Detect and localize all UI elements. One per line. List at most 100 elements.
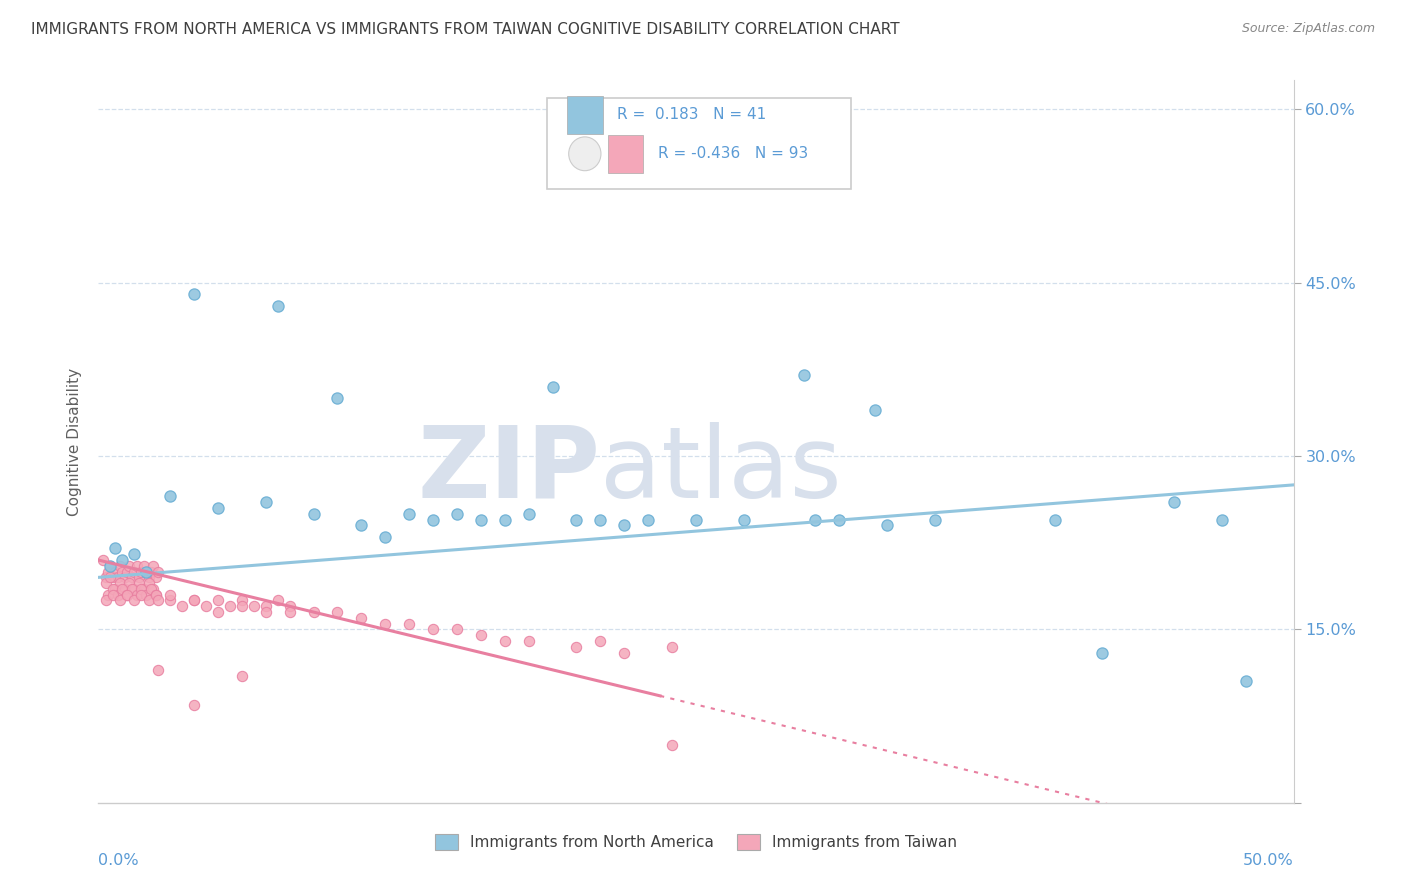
Point xyxy=(125,588,148,602)
Text: ZIP: ZIP xyxy=(418,422,600,519)
Point xyxy=(924,512,946,526)
Point xyxy=(254,605,277,619)
Point xyxy=(183,287,205,301)
Point xyxy=(159,588,181,602)
Legend: Immigrants from North America, Immigrants from Taiwan: Immigrants from North America, Immigrant… xyxy=(429,829,963,856)
Point xyxy=(142,558,165,573)
Point xyxy=(145,588,167,602)
Point xyxy=(1211,512,1233,526)
Point xyxy=(876,518,898,533)
Point xyxy=(132,582,155,596)
Point xyxy=(132,558,155,573)
Point xyxy=(135,588,157,602)
Point xyxy=(98,570,122,584)
Point xyxy=(207,593,229,607)
Point xyxy=(254,599,277,614)
Point xyxy=(374,616,396,631)
Point xyxy=(219,599,242,614)
Point xyxy=(302,605,325,619)
Text: 50.0%: 50.0% xyxy=(1243,854,1294,869)
Point xyxy=(139,582,162,596)
Point xyxy=(121,582,143,596)
Point xyxy=(107,588,129,602)
Point xyxy=(104,565,127,579)
Point xyxy=(131,582,153,596)
Point xyxy=(98,558,122,573)
Point xyxy=(326,605,349,619)
Point xyxy=(267,593,290,607)
Point xyxy=(131,565,153,579)
Point xyxy=(128,576,150,591)
Point xyxy=(422,512,444,526)
Point xyxy=(114,570,136,584)
Point xyxy=(541,379,564,393)
Point xyxy=(97,565,120,579)
Point xyxy=(494,512,516,526)
Point xyxy=(183,593,205,607)
Y-axis label: Cognitive Disability: Cognitive Disability xyxy=(67,368,83,516)
Point xyxy=(793,368,815,382)
Point xyxy=(104,582,127,596)
Point xyxy=(195,599,218,614)
FancyBboxPatch shape xyxy=(567,96,603,134)
Point xyxy=(565,512,588,526)
Point xyxy=(254,495,277,509)
Point xyxy=(108,558,131,573)
Point xyxy=(94,576,117,591)
FancyBboxPatch shape xyxy=(547,98,852,189)
FancyBboxPatch shape xyxy=(607,135,644,172)
Point xyxy=(131,588,153,602)
Point xyxy=(97,588,120,602)
Point xyxy=(302,507,325,521)
Point xyxy=(267,299,290,313)
Point xyxy=(494,634,516,648)
Point xyxy=(135,565,157,579)
Point xyxy=(138,570,160,584)
Point xyxy=(138,576,160,591)
Point xyxy=(108,576,131,591)
Point xyxy=(422,623,444,637)
Point xyxy=(148,663,170,677)
Point xyxy=(661,640,683,654)
Point xyxy=(104,541,127,556)
Point xyxy=(145,588,167,602)
Point xyxy=(278,605,301,619)
Point xyxy=(804,512,827,526)
Point xyxy=(159,490,181,504)
Point xyxy=(1043,512,1066,526)
Point xyxy=(115,588,138,602)
Point xyxy=(207,501,229,516)
Point xyxy=(124,593,146,607)
Point xyxy=(114,582,136,596)
Text: atlas: atlas xyxy=(600,422,842,519)
Point xyxy=(374,530,396,544)
Point xyxy=(446,623,468,637)
Point xyxy=(101,570,124,584)
Text: IMMIGRANTS FROM NORTH AMERICA VS IMMIGRANTS FROM TAIWAN COGNITIVE DISABILITY COR: IMMIGRANTS FROM NORTH AMERICA VS IMMIGRA… xyxy=(31,22,900,37)
Text: R = -0.436   N = 93: R = -0.436 N = 93 xyxy=(658,146,808,161)
Point xyxy=(115,588,138,602)
Point xyxy=(350,518,373,533)
Point xyxy=(121,570,143,584)
Point xyxy=(661,738,683,752)
Point xyxy=(613,646,636,660)
Point xyxy=(865,402,887,417)
Point xyxy=(1163,495,1185,509)
Point xyxy=(398,507,420,521)
Point xyxy=(565,640,588,654)
Point xyxy=(128,570,150,584)
Point xyxy=(148,593,170,607)
Point xyxy=(685,512,707,526)
Point xyxy=(111,582,134,596)
Point xyxy=(231,593,253,607)
Point xyxy=(118,576,141,591)
Point xyxy=(1234,674,1257,689)
Point xyxy=(94,570,117,584)
Point xyxy=(1091,646,1114,660)
Point xyxy=(124,582,146,596)
Point xyxy=(111,553,134,567)
Point xyxy=(278,599,301,614)
Point xyxy=(350,611,373,625)
Point xyxy=(326,391,349,405)
Point xyxy=(101,588,124,602)
